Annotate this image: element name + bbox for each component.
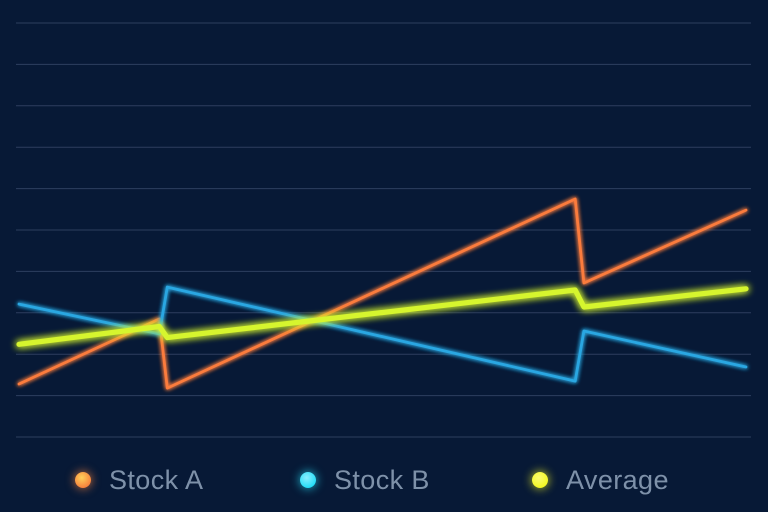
legend-item-stock-b[interactable]: Stock B	[300, 458, 430, 502]
stock-b-legend-dot-icon	[300, 472, 316, 488]
series-line-average	[16, 286, 749, 347]
stock-a-legend-dot-icon	[75, 472, 91, 488]
legend: Stock A Stock B Average	[0, 458, 768, 502]
legend-label-stock-a: Stock A	[109, 464, 204, 495]
legend-label-average: Average	[566, 464, 669, 495]
gridlines	[16, 22, 751, 438]
legend-item-stock-a[interactable]: Stock A	[75, 458, 203, 502]
legend-item-average[interactable]: Average	[532, 458, 669, 502]
series-line-stock-a	[17, 197, 748, 390]
average-legend-dot-icon	[532, 472, 548, 488]
series-lines	[16, 197, 749, 390]
legend-label-stock-b: Stock B	[334, 464, 430, 495]
